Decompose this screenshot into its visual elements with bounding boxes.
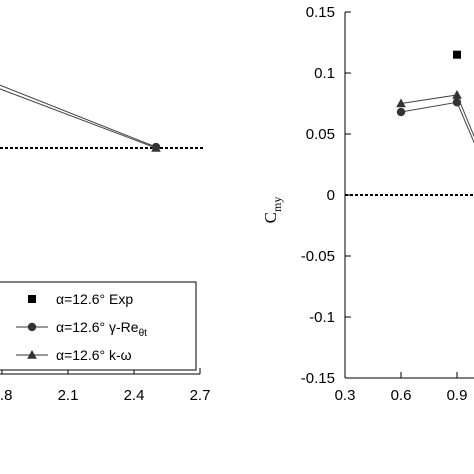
- left-series-line: [0, 84, 157, 148]
- right-x-tick-label: 0.3: [335, 387, 356, 404]
- legend-label: α=12.6° Exp: [56, 291, 133, 307]
- left-series-line: [0, 88, 157, 149]
- right-x-tick-label: 0.6: [391, 387, 412, 404]
- right-data-point: [396, 107, 406, 117]
- right-y-tick-label: 0.1: [314, 65, 335, 82]
- left-x-tick-label: 2.1: [58, 387, 79, 404]
- right-data-point: [396, 98, 406, 108]
- right-y-axis-label: Cmy: [261, 197, 284, 224]
- right-y-tick-label: 0.05: [306, 126, 335, 143]
- right-y-tick-label: 0: [327, 187, 335, 204]
- left-x-tick-label: 2.4: [124, 387, 145, 404]
- right-data-point: [452, 89, 462, 99]
- legend-marker: [28, 295, 36, 303]
- right-data-point: [453, 50, 461, 59]
- right-y-tick-label: 0.15: [306, 4, 335, 21]
- legend-entry: α=12.6° Exp: [28, 291, 133, 307]
- left-data-point: [151, 143, 161, 152]
- left-x-tick-label: 1.8: [0, 387, 12, 404]
- legend-label: α=12.6° γ-Reθt: [56, 319, 147, 339]
- legend-marker: [27, 350, 37, 359]
- right-y-tick-label: -0.15: [301, 370, 335, 387]
- right-y-tick-label: -0.1: [309, 309, 335, 326]
- legend-label: α=12.6° k-ω: [56, 347, 132, 363]
- left-x-tick-label: 2.7: [190, 387, 211, 404]
- left-chart-panel: 1.8 2.1 2.4 2.7 α=12.6° Exp α=12.6° γ-Reθt α=1…: [0, 84, 211, 404]
- right-x-tick-label: 0.9: [447, 387, 468, 404]
- legend-entry: α=12.6° k-ω: [16, 347, 132, 363]
- legend-entry: α=12.6° γ-Reθt: [16, 319, 147, 339]
- right-y-tick-label: -0.05: [301, 248, 335, 265]
- legend-marker: [27, 322, 37, 332]
- right-chart-panel: 0.15 0.1 0.05 0 -0.05 -0.1 -0.150.3 0.6 0.9 Cmy: [261, 4, 474, 404]
